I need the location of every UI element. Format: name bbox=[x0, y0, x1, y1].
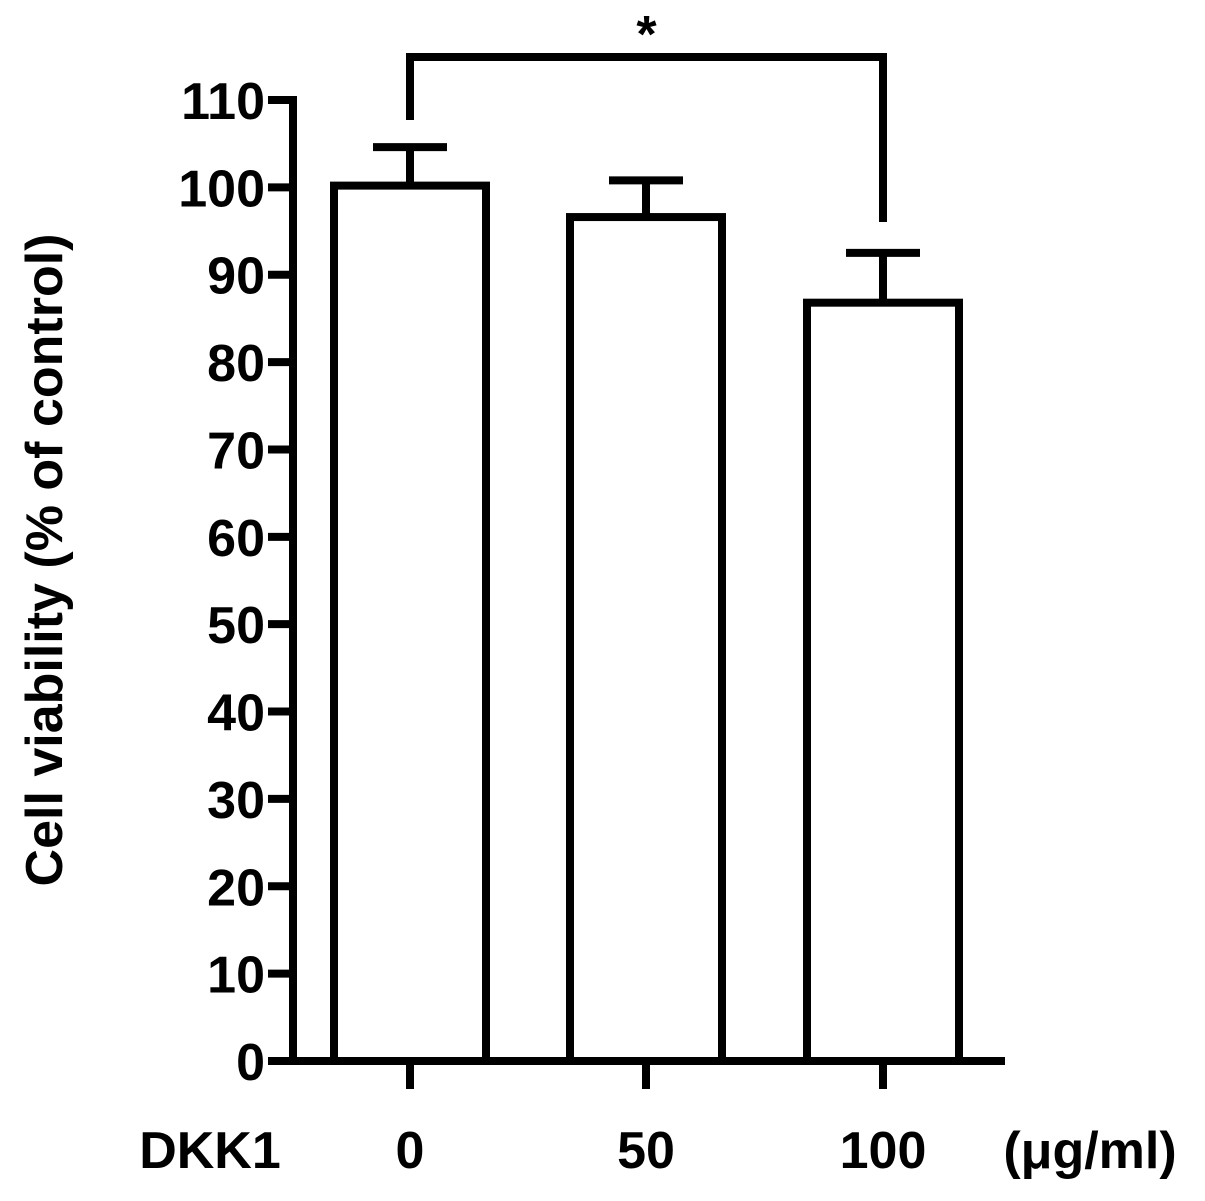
y-tick-label: 70 bbox=[207, 422, 265, 480]
y-axis-label: Cell viability (% of control) bbox=[16, 234, 74, 887]
y-tick-label: 90 bbox=[207, 248, 265, 306]
axes: 0 10 20 30 40 50 60 70 80 90 100 110 0 50 100 bbox=[178, 73, 1005, 1180]
y-tick-label: 40 bbox=[207, 685, 265, 743]
y-tick-label: 100 bbox=[178, 160, 265, 218]
x-tick-label: 100 bbox=[840, 1122, 927, 1180]
y-tick-label: 20 bbox=[207, 859, 265, 917]
bars bbox=[330, 181, 963, 1066]
y-tick-label: 50 bbox=[207, 597, 265, 655]
significance-line bbox=[406, 53, 887, 222]
x-tick-label: 0 bbox=[396, 1122, 425, 1180]
y-tick-label: 30 bbox=[207, 772, 265, 830]
bar-0 bbox=[330, 181, 490, 1065]
y-tick-label: 110 bbox=[181, 73, 265, 131]
significance-label: * bbox=[636, 6, 657, 64]
group-label: DKK1 bbox=[139, 1122, 281, 1180]
y-tick-label: 60 bbox=[207, 510, 265, 568]
x-tick-label: 50 bbox=[617, 1122, 675, 1180]
significance-bracket: * bbox=[406, 6, 887, 222]
bar-100 bbox=[803, 298, 963, 1065]
y-tick-label: 10 bbox=[207, 947, 265, 1005]
y-tick-label: 0 bbox=[236, 1034, 265, 1092]
y-tick-label: 80 bbox=[207, 335, 265, 393]
error-bars bbox=[373, 143, 920, 303]
unit-label: (μg/ml) bbox=[1003, 1122, 1176, 1180]
bar-50 bbox=[566, 213, 726, 1066]
